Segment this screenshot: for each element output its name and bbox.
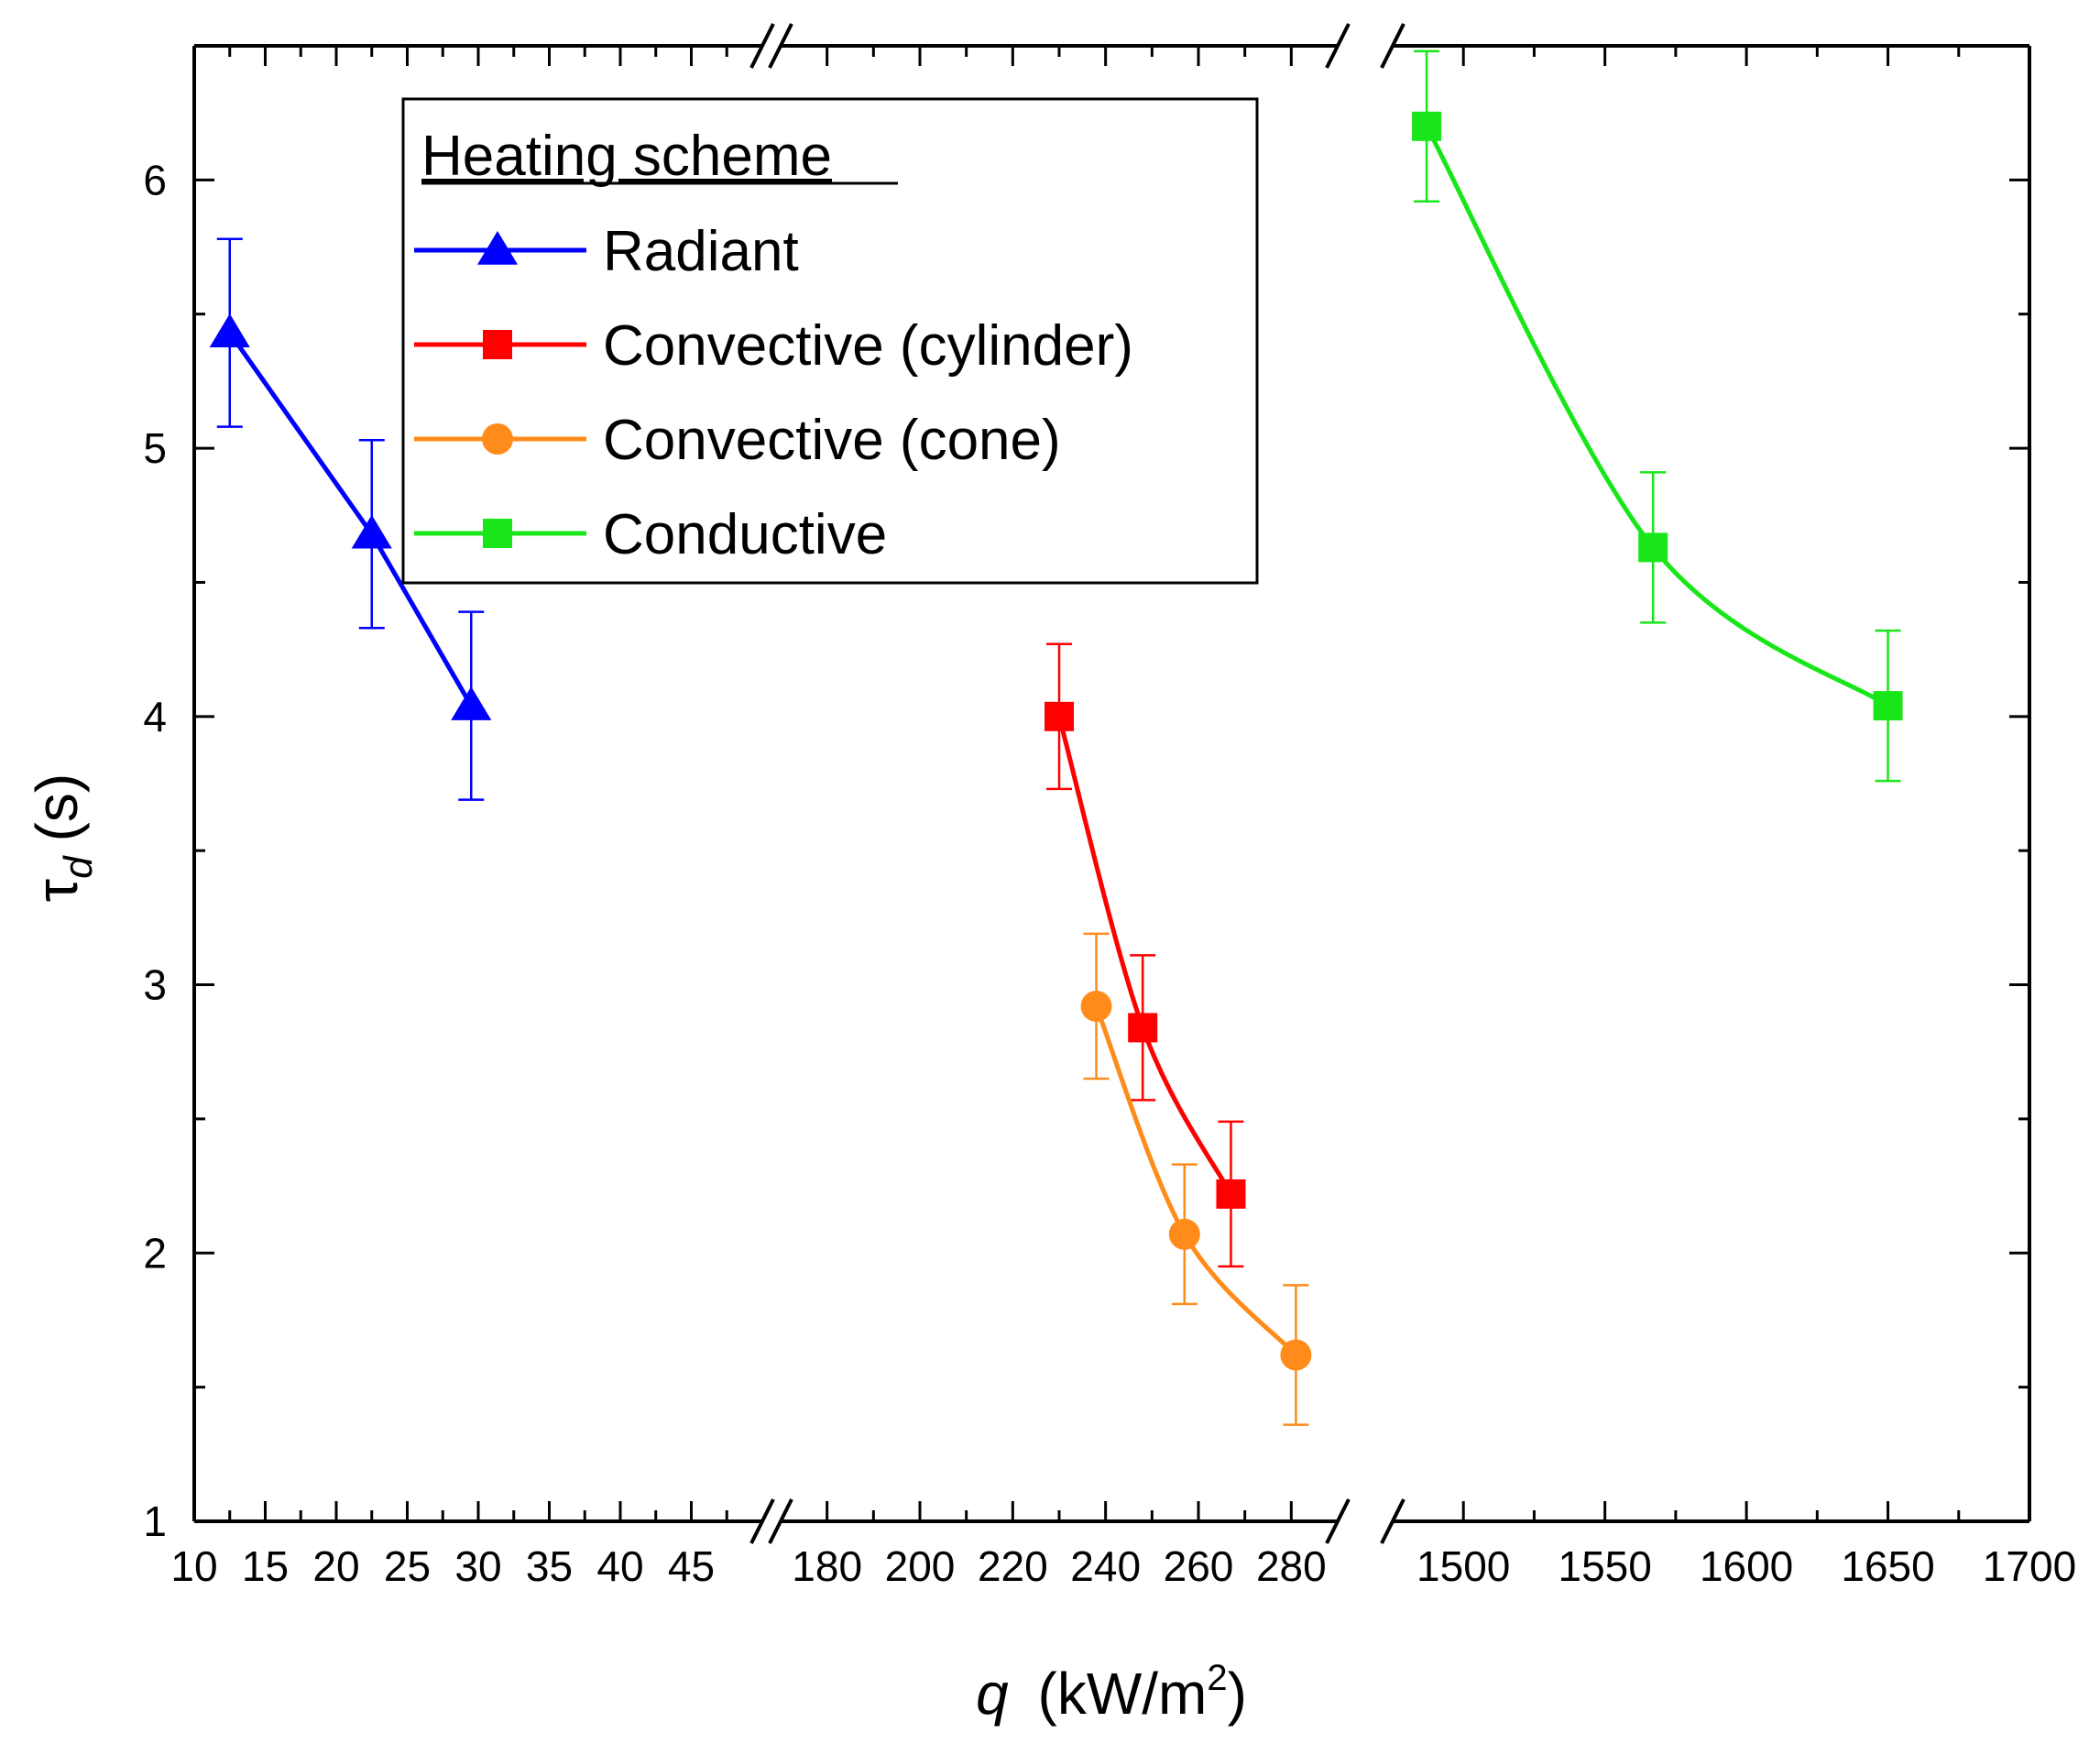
x-tick-label: 280 [1256,1542,1327,1590]
plot-frame [192,44,2031,1523]
x-tick-label: 1600 [1700,1542,1793,1590]
series-conductive [1412,49,1903,783]
data-point [351,514,392,549]
x-tick-label: 40 [596,1542,643,1590]
legend-entry: Radiant [414,220,799,283]
data-point [1638,532,1668,563]
y-tick-label: 1 [143,1497,167,1545]
data-point [209,313,250,347]
axis-break-mark [1325,1498,1351,1544]
series-radiant [209,237,492,801]
legend-box [401,97,1259,585]
series-line [1424,125,1889,708]
axis-breaks [749,23,1405,1544]
x-tick-label: 240 [1070,1542,1141,1590]
legend-label: Convective (cone) [603,409,1061,472]
legend-marker [483,330,512,359]
x-tick-label: 15 [242,1542,289,1590]
axis-break-mark [749,23,775,69]
data-point [1045,701,1074,731]
series-convective-cone [1080,932,1312,1426]
series-convective-cylinder [1045,642,1246,1268]
data-point [1873,691,1903,721]
x-tick-label: 10 [170,1542,217,1590]
x-tick-label: 1550 [1558,1542,1651,1590]
legend-entry: Convective (cone) [414,409,1061,472]
data-point [451,686,492,720]
data-point [1128,1013,1158,1043]
legend-marker [482,423,513,455]
x-tick-label: 1700 [1983,1542,2076,1590]
axis-break-mark [768,23,793,69]
x-tick-label: 1500 [1416,1542,1510,1590]
axis-break-mark [749,1498,775,1544]
legend-entry: Convective (cylinder) [414,314,1133,378]
x-tick-label: 1650 [1841,1542,1934,1590]
x-tick-label: 45 [668,1542,715,1590]
data-point [1080,990,1112,1022]
legend-title: Heating scheme [421,125,832,188]
data-point [1216,1179,1246,1209]
legend: Heating scheme Radiant Convective (cylind… [401,97,1259,585]
legend-entries: Radiant Convective (cylinder) Convective (… [414,220,1133,566]
axis-break-mark [1380,23,1405,69]
y-axis-title: τd(s) [24,773,101,902]
data-point [1168,1218,1200,1250]
y-tick-label: 5 [143,424,167,472]
legend-marker [476,231,519,265]
axis-break-mark [768,1498,793,1544]
axis-break-mark [1325,23,1351,69]
y-tick-label: 6 [143,156,167,203]
x-tick-label: 200 [885,1542,956,1590]
x-tick-label: 220 [978,1542,1048,1590]
x-tick-label: 30 [454,1542,501,1590]
x-axis-title: q (kW/m2) [976,1658,1247,1727]
data-point [1412,111,1442,141]
data-point [1280,1339,1312,1371]
legend-entry: Conductive [414,503,887,566]
x-tick-label: 180 [792,1542,862,1590]
axis-break-mark [1380,1498,1405,1544]
y-tick-label: 4 [143,693,167,740]
y-tick-label: 2 [143,1229,167,1277]
legend-label: Radiant [603,220,799,283]
x-tick-label: 25 [384,1542,431,1590]
legend-label: Conductive [603,503,887,566]
legend-marker [483,519,512,548]
x-tick-label: 20 [312,1542,359,1590]
x-tick-label: 260 [1164,1542,1234,1590]
axis-ticks: 10 15 20 25 30 35 40 45 180 200 220 240 260 280 1500 15… [143,46,2076,1590]
series-layer [209,49,1903,1426]
legend-label: Convective (cylinder) [603,314,1133,378]
x-tick-label: 35 [526,1542,573,1590]
y-tick-label: 3 [143,961,167,1009]
